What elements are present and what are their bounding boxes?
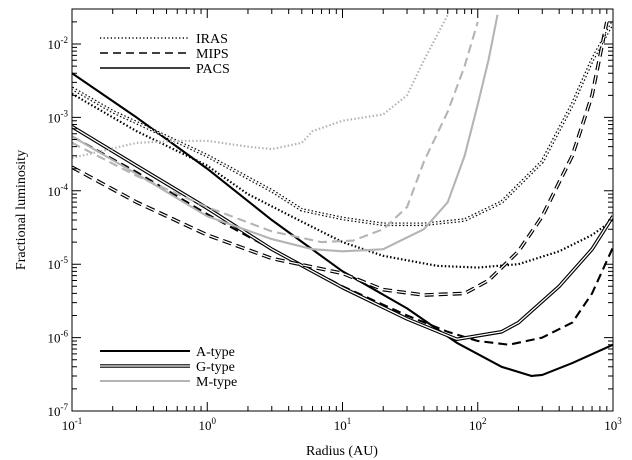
- series-m-type-iras: [72, 14, 449, 160]
- series-a-type-iras: [72, 92, 613, 269]
- series-a-type-pacs: [72, 72, 613, 378]
- y-tick-label: 10-5: [48, 255, 69, 272]
- legend-item-a-type: A-type: [100, 345, 235, 360]
- x-tick-label: 10-1: [62, 416, 83, 433]
- x-tick-label: 103: [604, 416, 622, 433]
- series-m-type-pacs: [72, 14, 499, 253]
- legend-item-mips: MIPS: [100, 47, 229, 62]
- legend-label: IRAS: [196, 32, 228, 47]
- y-tick-label: 10-4: [48, 182, 69, 199]
- legend-item-g-type: G-type: [100, 360, 235, 375]
- y-tick-label: 10-7: [48, 402, 69, 419]
- y-axis-title: Fractional luminosity: [14, 150, 29, 270]
- series-g-type-iras: [72, 21, 613, 227]
- x-tick-label: 100: [199, 416, 217, 433]
- y-tick-label: 10-3: [48, 108, 69, 125]
- legend-label: M-type: [196, 375, 237, 390]
- series-a-type-mips: [72, 135, 613, 346]
- y-tick-label: 10-2: [48, 35, 69, 52]
- legend-item-iras: IRAS: [100, 32, 228, 47]
- legend-item-pacs: PACS: [100, 62, 230, 77]
- tick-labels: 10-1 100 101 102 103 10-7 10-6 10-5 10-4 10-3 10-2: [48, 35, 623, 433]
- axis-ticks: [71, 8, 614, 412]
- legend-label: A-type: [196, 345, 235, 360]
- ticks-layer: [71, 8, 614, 412]
- x-axis-title: Radius (AU): [306, 444, 378, 459]
- legend-label: G-type: [196, 360, 235, 375]
- series-layer: [72, 14, 613, 378]
- x-tick-label: 102: [469, 416, 487, 433]
- x-tick-label: 101: [334, 416, 352, 433]
- y-tick-label: 10-6: [48, 329, 69, 346]
- legend-item-m-type: M-type: [100, 375, 237, 390]
- legend-label: PACS: [196, 62, 230, 77]
- legend-label: MIPS: [196, 47, 229, 62]
- series-g-type-mips: [72, 21, 609, 297]
- series-m-type-mips: [72, 21, 479, 244]
- series-g-type-pacs: [72, 125, 613, 342]
